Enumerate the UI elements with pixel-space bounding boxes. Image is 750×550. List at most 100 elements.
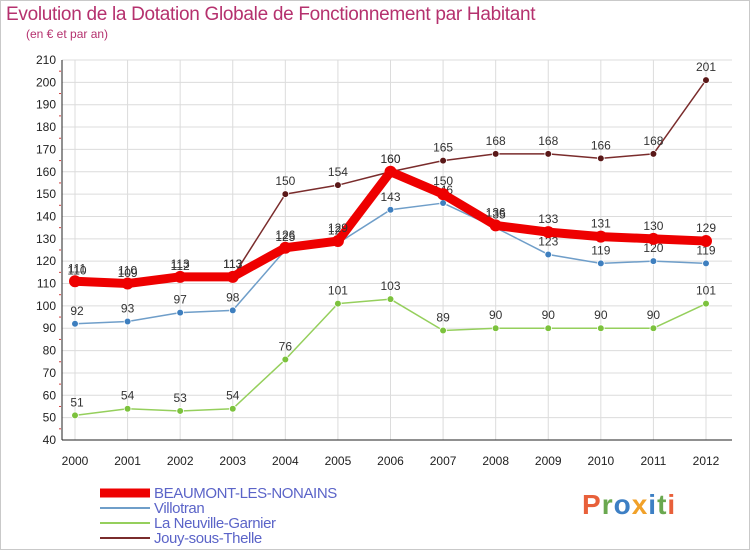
data-point — [69, 275, 81, 288]
data-label: 136 — [486, 205, 506, 219]
data-label: 113 — [171, 257, 190, 271]
x-tick-label: 2001 — [114, 454, 141, 468]
data-point — [542, 226, 555, 239]
x-tick-label: 2012 — [693, 454, 720, 468]
data-point — [439, 326, 447, 335]
data-point — [702, 259, 710, 268]
y-tick-label: 100 — [36, 299, 56, 313]
logo-letter: r — [601, 489, 614, 520]
x-tick-label: 2003 — [219, 454, 246, 468]
data-point — [281, 190, 290, 198]
data-label: 109 — [118, 266, 138, 280]
data-point — [228, 306, 237, 315]
data-label: 160 — [380, 152, 400, 166]
data-label: 150 — [433, 174, 453, 188]
data-label: 168 — [486, 134, 506, 148]
y-tick-label: 130 — [36, 232, 56, 246]
data-label: 93 — [121, 302, 135, 316]
data-point — [123, 404, 132, 413]
chart-title: Evolution de la Dotation Globale de Fonc… — [6, 4, 536, 25]
data-label: 103 — [380, 279, 400, 293]
series-la-neuville-garnier: 51 54 53 54 76 101 103 89 90 90 90 90 101 — [70, 279, 716, 420]
data-point — [228, 404, 237, 413]
data-label: 119 — [591, 243, 610, 257]
data-point — [281, 355, 290, 364]
data-label: 54 — [121, 389, 135, 403]
data-point — [597, 259, 605, 268]
legend-label: Villotran — [154, 500, 204, 517]
data-point — [386, 205, 395, 214]
data-point — [386, 295, 395, 303]
data-label: 120 — [643, 241, 663, 255]
data-label: 125 — [275, 230, 295, 244]
data-point — [491, 150, 500, 158]
y-tick-label: 170 — [36, 142, 56, 156]
data-label: 90 — [542, 308, 556, 322]
data-label: 168 — [643, 134, 663, 148]
legend-label: BEAUMONT-LES-NONAINS — [154, 485, 337, 502]
chart-subtitle: (en € et par an) — [26, 27, 109, 41]
logo-letter: x — [631, 489, 649, 520]
data-label: 113 — [223, 257, 242, 271]
data-point — [702, 299, 710, 308]
x-tick-label: 2011 — [641, 454, 667, 468]
data-point — [544, 150, 553, 158]
data-label: 97 — [173, 293, 187, 307]
data-label: 90 — [594, 308, 608, 322]
logo-letter: P — [582, 489, 602, 520]
logo-letter: o — [613, 489, 632, 520]
y-tick-label: 110 — [37, 277, 56, 291]
data-point — [437, 188, 450, 201]
logo-letter: t — [657, 489, 668, 520]
x-tick-label: 2008 — [482, 454, 509, 468]
data-point — [700, 235, 712, 248]
data-label: 90 — [489, 308, 503, 322]
data-point — [331, 235, 344, 248]
y-tick-label: 150 — [36, 187, 56, 201]
data-point — [384, 165, 397, 178]
y-tick-label: 210 — [36, 53, 56, 67]
data-label: 101 — [328, 284, 348, 298]
data-label: 112 — [171, 259, 190, 273]
data-label: 123 — [538, 234, 558, 248]
plot-area — [62, 60, 732, 440]
legend-label: La Neuville-Garnier — [154, 515, 276, 532]
data-label: 113 — [223, 257, 242, 271]
y-tick-label: 180 — [36, 120, 56, 134]
data-label: 110 — [118, 264, 137, 278]
data-label: 168 — [538, 134, 558, 148]
x-tick-label: 2009 — [535, 454, 562, 468]
data-label: 129 — [696, 221, 716, 235]
data-label: 111 — [68, 261, 87, 275]
y-tick-label: 120 — [36, 254, 56, 268]
data-label: 76 — [279, 340, 293, 354]
data-label: 143 — [380, 190, 400, 204]
x-tick-label: 2010 — [587, 454, 614, 468]
data-label: 165 — [433, 141, 453, 155]
data-point — [597, 324, 605, 333]
y-tick-label: 40 — [43, 433, 57, 447]
y-tick-label: 50 — [43, 411, 57, 425]
x-tick-label: 2006 — [377, 454, 404, 468]
data-point — [176, 308, 184, 317]
logo-letter: i — [648, 489, 658, 520]
data-label: 160 — [380, 152, 400, 166]
data-point — [597, 154, 605, 163]
data-point — [334, 181, 342, 189]
data-point — [71, 319, 79, 328]
x-tick-label: 2000 — [62, 454, 89, 468]
x-tick-label: 2002 — [167, 454, 194, 468]
x-tick-label: 2004 — [272, 454, 299, 468]
data-label: 51 — [70, 395, 84, 409]
data-label: 129 — [328, 221, 348, 235]
legend-label: Jouy-sous-Thelle — [154, 530, 262, 547]
data-label: 90 — [647, 308, 661, 322]
data-label: 89 — [436, 310, 450, 324]
y-tick-label: 70 — [43, 366, 57, 380]
data-label: 54 — [226, 389, 240, 403]
x-tick-label: 2007 — [430, 454, 457, 468]
data-point — [491, 324, 500, 333]
